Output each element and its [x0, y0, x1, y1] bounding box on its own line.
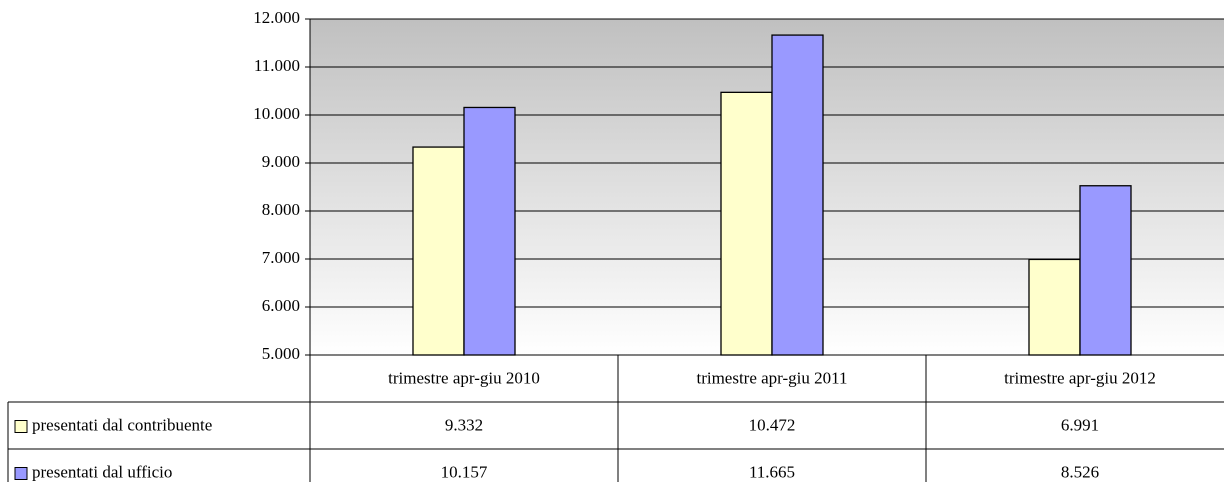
table-value: 10.472 [749, 415, 796, 434]
y-tick-label: 8.000 [262, 200, 300, 219]
legend-label: presentati dal ufficio [32, 462, 172, 481]
legend-key [14, 420, 28, 433]
y-tick-label: 11.000 [254, 56, 300, 75]
bar [1028, 258, 1081, 356]
y-tick-label: 5.000 [262, 344, 300, 363]
table-value: 8.526 [1061, 462, 1099, 481]
bar [463, 106, 516, 356]
table-value: 10.157 [441, 462, 488, 481]
table-value: 6.991 [1061, 415, 1099, 434]
bar [1079, 185, 1132, 356]
table-value: 11.665 [749, 462, 795, 481]
legend-label: presentati dal contribuente [32, 415, 212, 434]
category-label: trimestre apr-giu 2012 [1004, 368, 1156, 387]
legend-key [14, 467, 28, 480]
table-value: 9.332 [445, 415, 483, 434]
category-label: trimestre apr-giu 2011 [696, 368, 847, 387]
y-tick-label: 12.000 [253, 8, 300, 27]
bar [412, 146, 465, 356]
bar [771, 34, 824, 356]
y-tick-label: 6.000 [262, 296, 300, 315]
bar [720, 91, 773, 356]
category-label: trimestre apr-giu 2010 [388, 368, 540, 387]
y-tick-label: 10.000 [253, 104, 300, 123]
y-tick-label: 7.000 [262, 248, 300, 267]
y-tick-label: 9.000 [262, 152, 300, 171]
